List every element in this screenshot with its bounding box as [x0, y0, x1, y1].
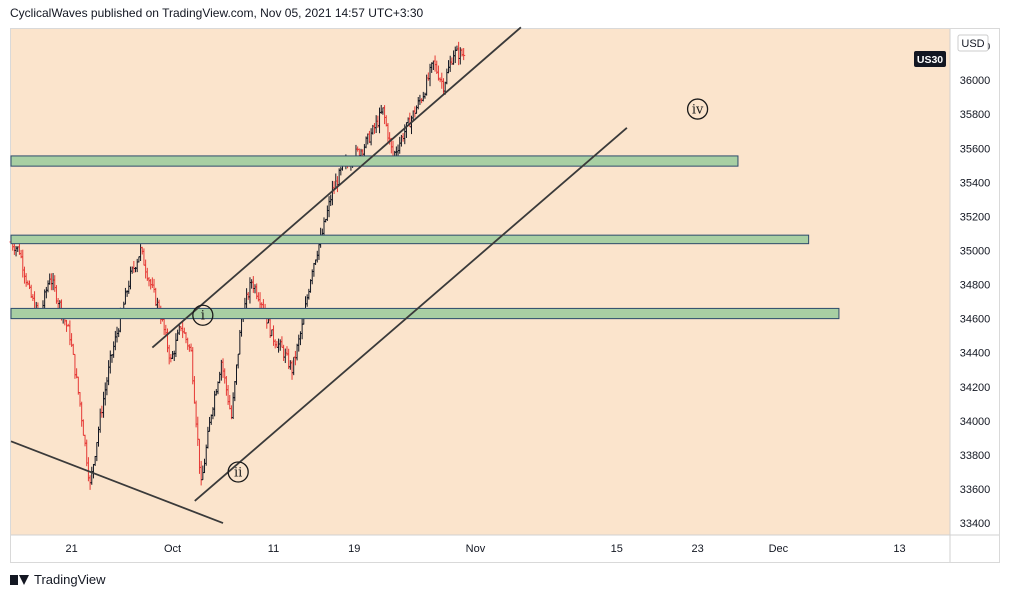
price-tick-label: 34800: [960, 280, 991, 292]
currency-box: [957, 34, 989, 52]
ohlc-bar: [462, 48, 466, 61]
time-tick-label: 19: [348, 543, 360, 555]
time-tick-label: Oct: [164, 543, 181, 555]
candles: [9, 41, 466, 490]
time-tick-label: Nov: [466, 543, 486, 555]
trendline-2: [151, 26, 522, 349]
symbol-badge: US30: [914, 51, 946, 67]
footer: TradingView: [10, 572, 106, 587]
zone-1: [10, 155, 739, 167]
zone-3: [10, 307, 840, 320]
wave-label-i: i: [192, 304, 214, 326]
brand-name: TradingView: [34, 572, 106, 587]
time-tick-label: 21: [65, 543, 77, 555]
price-tick-label: 35600: [960, 143, 991, 155]
price-tick-label: 35800: [960, 109, 991, 121]
time-tick-label: 11: [268, 543, 279, 555]
price-tick-label: 33400: [960, 518, 991, 530]
price-tick-label: 34200: [960, 382, 991, 394]
price-tick-label: 34600: [960, 314, 991, 326]
price-tick-label: 35000: [960, 245, 991, 257]
wave-circle: [686, 98, 709, 120]
price-tick-label: 35400: [960, 177, 991, 189]
wave-circle: [227, 461, 249, 483]
plot-area: [11, 29, 950, 535]
price-tick-label: 33800: [960, 450, 991, 462]
time-tick-label: 23: [691, 543, 703, 555]
wave-label-ii: ii: [227, 461, 249, 483]
price-tick-label: 34000: [960, 416, 991, 428]
symbol-text: US30: [917, 54, 943, 66]
trendline-3: [194, 127, 628, 502]
currency-text: USD: [961, 38, 984, 50]
trendline-1: [10, 440, 224, 524]
publish-info: CyclicalWaves published on TradingView.c…: [10, 6, 424, 20]
price-tick-label: 35200: [960, 211, 991, 223]
currency-label: USD: [957, 34, 989, 52]
price-tick-label: 33600: [960, 484, 991, 496]
wave-text: ii: [234, 465, 242, 480]
price-tick-label: 34400: [960, 348, 991, 360]
wave-text: iv: [692, 103, 704, 118]
wave-circle: [192, 304, 214, 326]
tradingview-logo-icon: [10, 574, 30, 586]
price-tick-label: 36000: [960, 75, 991, 87]
zone-2: [10, 234, 810, 245]
time-tick-label: Dec: [769, 543, 789, 555]
wave-text: i: [201, 309, 205, 324]
time-tick-label: 15: [611, 543, 623, 555]
symbol-box: [914, 51, 946, 67]
time-tick-label: 13: [893, 543, 905, 555]
wave-label-iv: iv: [686, 98, 709, 120]
